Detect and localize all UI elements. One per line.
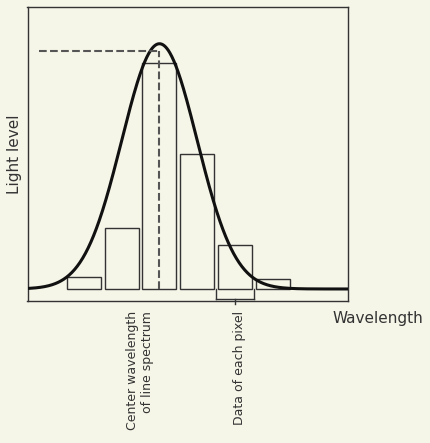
Bar — [218, 245, 252, 289]
Bar — [180, 154, 214, 289]
Bar — [67, 277, 101, 289]
Text: Wavelength: Wavelength — [333, 311, 424, 326]
Bar — [105, 228, 139, 289]
Bar — [142, 63, 176, 289]
Y-axis label: Light level: Light level — [7, 114, 22, 194]
Text: Center wavelength
of line spectrum: Center wavelength of line spectrum — [126, 311, 154, 430]
Text: Data of each pixel: Data of each pixel — [233, 311, 246, 425]
Bar — [255, 279, 289, 289]
